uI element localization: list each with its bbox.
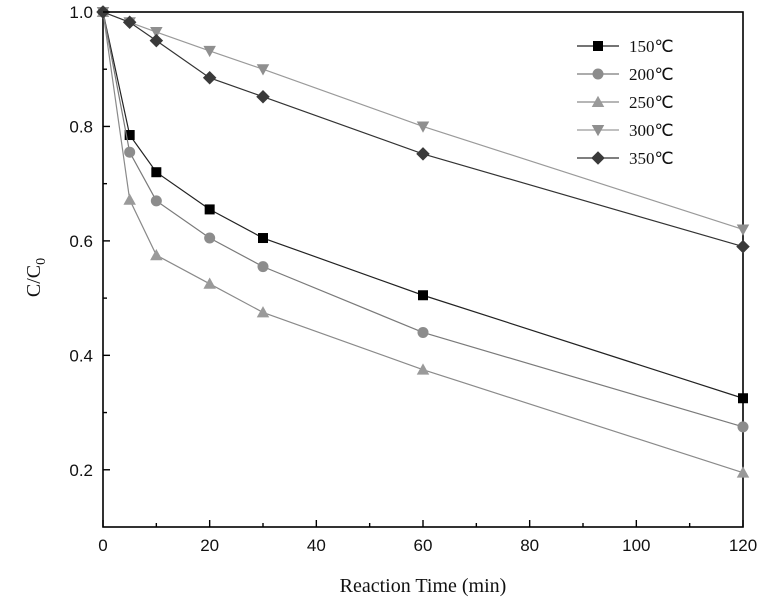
x-tick-label: 60	[414, 536, 433, 555]
legend-marker	[591, 151, 605, 165]
data-point	[204, 232, 216, 244]
data-point	[150, 195, 162, 207]
data-point	[124, 146, 136, 158]
data-point	[737, 421, 749, 433]
x-tick-label: 20	[200, 536, 219, 555]
data-point	[202, 71, 217, 85]
legend-label: 250℃	[629, 93, 674, 112]
data-point	[203, 45, 216, 58]
data-point	[150, 248, 163, 261]
data-point	[257, 261, 269, 273]
data-point	[258, 233, 268, 244]
data-point	[123, 193, 136, 205]
plot-border	[102, 11, 744, 528]
data-point	[736, 239, 750, 254]
x-axis-title: Reaction Time (min)	[340, 575, 507, 597]
data-point	[416, 363, 430, 375]
series-5	[96, 5, 750, 254]
legend-label: 300℃	[629, 121, 674, 140]
y-tick-label: 0.8	[69, 117, 93, 136]
y-tick-label: 0.6	[69, 232, 93, 251]
y-tick-label: 1.0	[69, 3, 93, 22]
data-point	[151, 167, 162, 178]
series-layer	[96, 5, 750, 478]
data-point	[736, 466, 750, 478]
legend-entry: 350℃	[577, 149, 674, 168]
data-point	[150, 27, 163, 39]
data-point	[418, 290, 428, 301]
legend-label: 150℃	[629, 37, 674, 56]
y-tick-label: 0.2	[69, 461, 93, 480]
data-point	[416, 121, 430, 133]
legend-marker	[591, 125, 605, 137]
plot-frame	[102, 11, 744, 528]
legend-entry: 150℃	[577, 37, 674, 56]
x-tick-label: 80	[520, 536, 539, 555]
legend-entry: 300℃	[577, 121, 674, 140]
x-tick-label: 40	[307, 536, 326, 555]
legend: 150℃ 200℃ 250℃ 300℃ 350℃	[577, 37, 674, 168]
data-point	[416, 147, 430, 161]
data-point	[203, 277, 216, 289]
legend-marker	[593, 41, 603, 51]
tick-layer: 0 20 40 60 80 100 120 0.2 0.4 0.6 0.8 1.0	[69, 3, 757, 555]
data-point	[736, 224, 750, 236]
y-axis-title-subscript: 0	[34, 258, 49, 265]
legend-entry: 200℃	[577, 65, 674, 84]
data-point	[417, 326, 429, 338]
legend-marker	[592, 68, 604, 80]
data-point	[204, 204, 215, 215]
legend-entry: 250℃	[577, 93, 674, 112]
data-point	[124, 130, 135, 141]
y-axis-title: C/C0	[23, 258, 49, 297]
data-point	[256, 306, 270, 318]
data-point	[122, 15, 137, 30]
data-point	[149, 33, 164, 48]
legend-label: 200℃	[629, 65, 674, 84]
x-tick-label: 120	[729, 536, 757, 555]
x-tick-label: 0	[98, 536, 107, 555]
y-axis-title-main: C/C	[23, 265, 45, 297]
legend-marker	[591, 95, 605, 107]
data-point	[738, 393, 748, 404]
y-tick-label: 0.4	[69, 346, 93, 365]
x-tick-label: 100	[622, 536, 650, 555]
data-point	[256, 89, 270, 104]
data-point	[256, 64, 270, 76]
legend-label: 350℃	[629, 149, 674, 168]
